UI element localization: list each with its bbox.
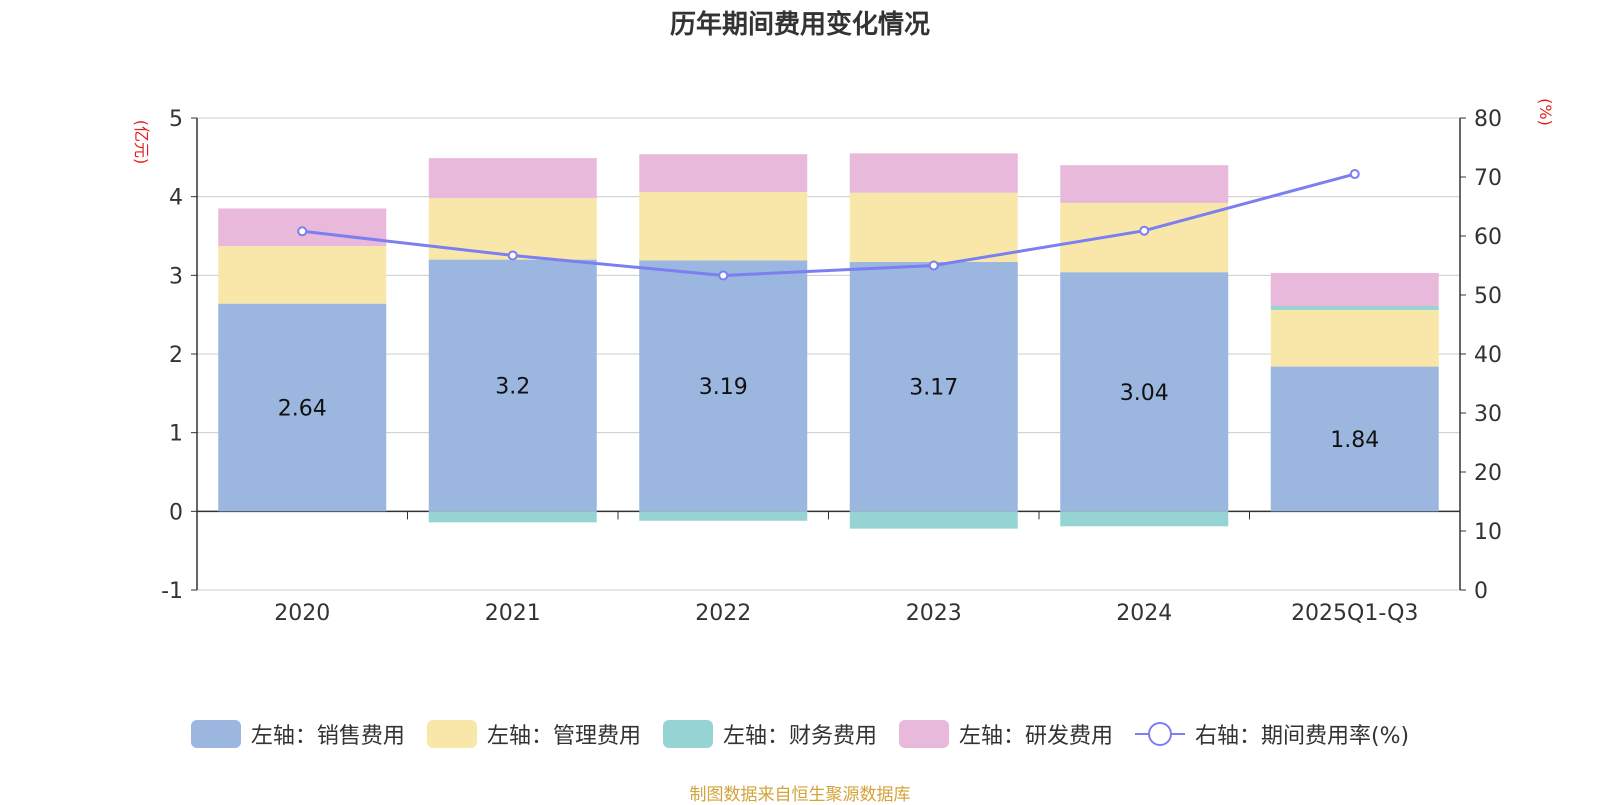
bar-segment — [218, 303, 387, 512]
legend-label-sales: 左轴：销售费用 — [250, 724, 405, 749]
right-axis-unit: (%) — [1536, 98, 1555, 126]
legend: 左轴：销售费用 左轴：管理费用 左轴：财务费用 左轴：研发费用 右轴：期间费用率… — [0, 718, 1600, 750]
bar-segment — [1270, 309, 1439, 367]
left-tick-label: 3 — [169, 264, 183, 289]
ratio-point — [507, 250, 518, 261]
left-axis-unit: (亿元) — [132, 120, 151, 165]
category-label: 2020 — [274, 601, 330, 626]
ratio-line — [302, 172, 1356, 278]
right-tick-label: 40 — [1474, 343, 1502, 368]
bar-segment — [639, 260, 808, 512]
bar-segment — [218, 246, 387, 304]
bar-segment — [849, 261, 1018, 512]
legend-swatch-admin — [426, 720, 477, 748]
bar-data-label: 3.17 — [909, 376, 958, 401]
left-tick-label: 0 — [169, 500, 183, 525]
bar-data-label: 3.19 — [699, 375, 748, 400]
legend-item-admin[interactable]: 左轴：管理费用 — [426, 718, 641, 750]
left-tick-label: 1 — [169, 422, 183, 447]
legend-item-finance[interactable]: 左轴：财务费用 — [662, 718, 877, 750]
left-tick-label: 2 — [169, 343, 183, 368]
bar-segment — [639, 191, 808, 261]
ratio-point — [1139, 225, 1150, 236]
bar-segment — [639, 154, 808, 192]
category-label: 2021 — [485, 601, 541, 626]
bar-segment — [428, 259, 597, 512]
right-tick-label: 70 — [1474, 166, 1502, 191]
source-note: 制图数据来自恒生聚源数据库 — [689, 785, 911, 805]
left-tick-label: -1 — [161, 579, 183, 604]
bar-segment — [1270, 306, 1439, 310]
legend-swatch-finance — [662, 720, 713, 748]
category-label: 2024 — [1116, 601, 1172, 626]
bar-segment — [428, 198, 597, 260]
legend-item-sales[interactable]: 左轴：销售费用 — [190, 718, 405, 750]
category-label: 2025Q1-Q3 — [1291, 601, 1418, 626]
right-tick-label: 0 — [1474, 579, 1488, 604]
bar-segment — [639, 511, 808, 521]
bar-data-label: 1.84 — [1330, 428, 1379, 453]
legend-swatch-ratio — [1134, 720, 1185, 748]
legend-label-ratio: 右轴：期间费用率(%) — [1194, 724, 1410, 749]
legend-swatch-rnd — [898, 720, 949, 748]
legend-label-rnd: 左轴：研发费用 — [958, 724, 1113, 749]
legend-item-rnd[interactable]: 左轴：研发费用 — [898, 718, 1113, 750]
right-tick-label: 20 — [1474, 461, 1502, 486]
left-tick-label: 4 — [169, 186, 183, 211]
ratio-point — [928, 260, 939, 271]
bar-data-label: 2.64 — [278, 396, 327, 421]
category-label: 2023 — [906, 601, 962, 626]
left-tick-label: 5 — [169, 107, 183, 132]
right-tick-label: 80 — [1474, 107, 1502, 132]
bar-segment — [849, 511, 1018, 529]
bar-segment — [1270, 272, 1439, 307]
legend-label-finance: 左轴：财务费用 — [722, 724, 877, 749]
bar-segment — [849, 153, 1018, 193]
ratio-point — [1349, 169, 1360, 180]
ratio-point — [718, 270, 729, 281]
right-tick-label: 50 — [1474, 284, 1502, 309]
bar-data-label: 3.2 — [495, 374, 530, 399]
legend-item-ratio[interactable]: 右轴：期间费用率(%) — [1134, 718, 1410, 750]
chart-title: 历年期间费用变化情况 — [669, 10, 930, 40]
bar-segment — [1060, 165, 1229, 203]
bar-segment — [1060, 511, 1229, 527]
bar-segment — [849, 192, 1018, 262]
bar-segment — [428, 158, 597, 199]
ratio-point — [297, 226, 308, 237]
bar-segment — [428, 511, 597, 523]
category-label: 2022 — [695, 601, 751, 626]
right-tick-label: 30 — [1474, 402, 1502, 427]
legend-label-admin: 左轴：管理费用 — [486, 724, 641, 749]
bar-segment — [1270, 366, 1439, 512]
right-tick-label: 60 — [1474, 225, 1502, 250]
bar-segment — [1060, 272, 1229, 512]
legend-swatch-sales — [190, 720, 241, 748]
right-tick-label: 10 — [1474, 520, 1502, 545]
bar-data-label: 3.04 — [1120, 381, 1169, 406]
